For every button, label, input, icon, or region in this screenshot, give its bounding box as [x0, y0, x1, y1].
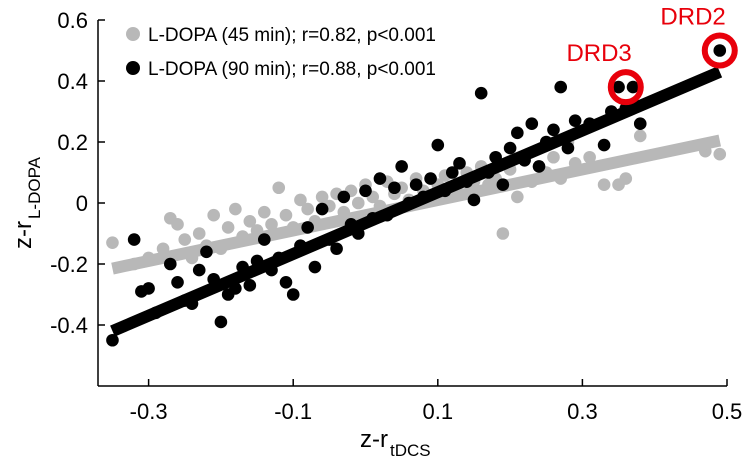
data-point [142, 282, 155, 295]
y-tick-label: 0 [76, 191, 88, 216]
legend-marker [126, 27, 140, 41]
data-point [395, 160, 408, 173]
data-point [619, 172, 633, 185]
data-point [272, 181, 286, 195]
data-point [315, 190, 329, 204]
y-tick-label: 0.4 [57, 69, 88, 94]
data-point [445, 166, 459, 179]
annotation-label: DRD3 [566, 40, 631, 67]
data-point [286, 288, 300, 301]
x-axis-title: z-r tDCS [360, 426, 431, 460]
data-point [561, 141, 575, 155]
annotation-ring [701, 32, 738, 69]
data-point [424, 172, 437, 185]
data-point [192, 263, 206, 277]
data-point [301, 202, 314, 216]
data-point [229, 202, 242, 216]
data-point [612, 80, 625, 94]
data-point [568, 114, 582, 127]
data-point [532, 160, 546, 173]
data-point [214, 315, 228, 329]
data-point [583, 150, 596, 164]
y-tick-label: -0.4 [50, 313, 88, 338]
data-point [409, 178, 423, 191]
y-tick-label: -0.2 [50, 252, 88, 277]
data-point [511, 190, 524, 204]
data-point [351, 196, 365, 210]
y-tick-label: 0.2 [57, 130, 88, 155]
data-point [496, 227, 510, 240]
legend: L-DOPA (45 min); r=0.82, p<0.001 L-DOPA (… [126, 25, 436, 80]
data-point [474, 86, 488, 100]
data-point [633, 117, 647, 130]
data-point [503, 141, 517, 155]
data-point [633, 129, 647, 143]
data-point [359, 184, 372, 198]
data-point [496, 178, 510, 191]
y-axis-title-main: z-r [10, 221, 37, 249]
data-point [243, 279, 257, 292]
data-point [279, 208, 293, 222]
data-point [431, 138, 445, 152]
x-tick-label: 0.1 [423, 399, 454, 424]
annotation-ring [607, 69, 644, 106]
data-point [597, 138, 611, 152]
y-tick-label: 0.6 [57, 8, 88, 33]
x-tick-label: -0.3 [130, 399, 168, 424]
legend-marker [126, 61, 140, 75]
data-point [192, 227, 206, 240]
data-point [713, 44, 727, 57]
series-2 [106, 44, 727, 347]
data-point [178, 233, 192, 246]
legend-label: L-DOPA (45 min); r=0.82, p<0.001 [148, 25, 436, 46]
annotation-label: DRD2 [660, 4, 725, 31]
data-point [294, 193, 307, 207]
data-point [207, 208, 220, 222]
data-point [467, 193, 481, 207]
x-axis-title-sub: tDCS [390, 441, 431, 460]
data-point [626, 80, 640, 94]
data-point [200, 245, 213, 259]
data-point [257, 205, 271, 219]
data-point [547, 150, 560, 164]
data-point [257, 233, 271, 246]
annotations-layer: DRD3 DRD2 [566, 4, 738, 106]
data-point [373, 172, 387, 185]
x-tick-label: 0.3 [567, 399, 598, 424]
data-point [337, 190, 351, 204]
data-point [279, 276, 293, 289]
data-point [243, 215, 257, 228]
data-point [163, 257, 177, 271]
data-point [301, 221, 314, 234]
data-point [453, 157, 466, 170]
data-point [127, 233, 141, 246]
data-point [330, 242, 343, 256]
data-point [106, 333, 119, 347]
x-axis-title-main: z-r [360, 426, 388, 453]
y-axis-title: z-r L-DOPA [10, 156, 44, 249]
data-point [511, 126, 524, 140]
data-point [221, 221, 235, 234]
fit-line [110, 66, 723, 337]
axes: -0.4 -0.2 0 0.2 0.4 0.6 -0.3 -0.1 0.1 0.3 0.5 [50, 8, 742, 424]
legend-label: L-DOPA (90 min); r=0.88, p<0.001 [148, 59, 436, 80]
data-point [171, 218, 184, 231]
data-point [308, 260, 322, 274]
data-point [388, 181, 401, 195]
data-point [525, 117, 539, 130]
data-point [713, 147, 727, 161]
x-tick-label: -0.1 [274, 399, 312, 424]
x-tick-label: 0.5 [712, 399, 743, 424]
data-point [106, 236, 119, 249]
data-point [597, 178, 611, 191]
data-point [265, 218, 278, 231]
data-point [315, 202, 329, 216]
series-layer [106, 44, 727, 347]
data-point [554, 80, 568, 94]
data-point [171, 276, 184, 289]
data-point [547, 123, 560, 137]
y-axis-title-sub: L-DOPA [25, 156, 44, 219]
